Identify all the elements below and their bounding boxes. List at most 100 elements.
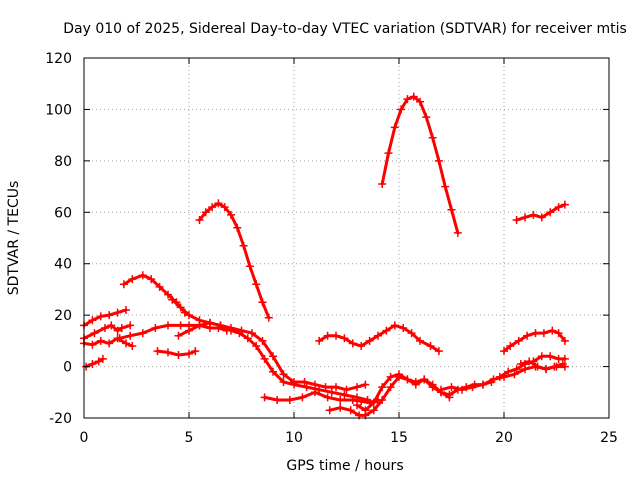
- series-trace-i: [174, 318, 370, 394]
- grid-lines: [84, 58, 609, 418]
- data-point: [279, 370, 288, 379]
- data-point: [348, 396, 357, 404]
- data-point: [550, 362, 559, 371]
- data-point: [138, 329, 147, 338]
- data-point: [479, 380, 487, 389]
- data-point: [411, 380, 420, 389]
- data-point: [374, 331, 382, 340]
- data-point: [101, 324, 109, 332]
- data-point: [386, 372, 395, 381]
- data-point: [447, 205, 456, 214]
- y-axis-label: SDTVAR / TECUs: [6, 181, 22, 296]
- data-point: [510, 370, 519, 379]
- data-point: [407, 329, 416, 338]
- data-point: [214, 199, 223, 208]
- series-trace-l: [315, 321, 443, 356]
- data-point: [426, 342, 435, 350]
- data-point: [348, 339, 357, 348]
- data-point: [321, 383, 330, 392]
- data-point: [220, 203, 229, 212]
- data-point: [537, 213, 546, 222]
- data-point: [185, 311, 193, 320]
- data-point: [428, 383, 437, 392]
- plot-frame: [83, 57, 610, 419]
- data-point: [516, 360, 525, 368]
- data-point: [323, 331, 332, 340]
- data-point: [495, 372, 504, 381]
- data-point: [441, 182, 450, 191]
- data-point: [176, 321, 185, 330]
- series-trace-a: [119, 271, 189, 317]
- series-trace-r: [500, 326, 569, 356]
- series-trace-b: [80, 306, 130, 330]
- series-trace-o: [378, 92, 462, 237]
- data-point: [233, 223, 242, 232]
- data-point: [554, 203, 563, 212]
- data-point: [90, 329, 99, 338]
- data-point: [340, 390, 349, 399]
- data-point: [269, 352, 277, 361]
- data-point: [285, 396, 294, 404]
- data-point: [98, 354, 107, 363]
- data-point: [201, 208, 210, 217]
- data-point: [560, 200, 569, 209]
- data-point: [245, 262, 254, 271]
- data-point: [539, 329, 548, 338]
- data-point: [434, 347, 443, 356]
- data-point: [168, 295, 177, 304]
- y-tick-label: 120: [45, 51, 72, 67]
- data-point: [512, 365, 521, 374]
- data-point: [428, 133, 437, 142]
- y-tick-label: 60: [54, 205, 72, 221]
- data-point: [453, 228, 462, 237]
- data-point: [208, 203, 217, 212]
- data-point: [445, 390, 454, 399]
- series-trace-s: [512, 200, 569, 224]
- data-point: [185, 349, 193, 358]
- data-point: [336, 403, 345, 412]
- data-point: [88, 340, 97, 349]
- data-point: [382, 326, 391, 335]
- data-point: [378, 383, 387, 392]
- data-point: [155, 282, 164, 291]
- series-line: [198, 201, 271, 320]
- series-line: [317, 323, 441, 353]
- data-point: [128, 342, 137, 350]
- data-point: [298, 393, 307, 402]
- data-point: [537, 352, 546, 361]
- data-point: [269, 367, 277, 376]
- data-point: [174, 331, 183, 340]
- data-point: [195, 216, 204, 224]
- data-point: [384, 149, 393, 158]
- data-point: [353, 383, 361, 392]
- data-point: [378, 180, 387, 188]
- data-point: [512, 216, 521, 224]
- data-point: [248, 329, 256, 338]
- data-point: [361, 380, 370, 389]
- series-trace-q: [495, 352, 569, 381]
- data-point: [332, 331, 340, 340]
- data-point: [416, 97, 424, 106]
- series-layer: [80, 92, 569, 420]
- data-point: [468, 383, 477, 392]
- data-point: [273, 396, 282, 404]
- y-tick-label: 80: [54, 154, 72, 170]
- data-point: [397, 105, 406, 114]
- data-point: [422, 113, 431, 122]
- data-point: [258, 336, 267, 345]
- data-point: [122, 339, 130, 348]
- data-point: [94, 357, 103, 366]
- data-point: [560, 354, 569, 363]
- data-point: [113, 326, 122, 335]
- data-point: [546, 352, 555, 361]
- data-point: [403, 95, 412, 104]
- data-point: [447, 383, 456, 392]
- data-point: [323, 393, 332, 402]
- data-point: [548, 326, 557, 335]
- y-tick-label: 40: [54, 257, 72, 273]
- data-point: [403, 375, 412, 384]
- data-point: [325, 406, 334, 415]
- data-point: [176, 303, 185, 312]
- data-point: [311, 388, 319, 397]
- data-point: [434, 156, 443, 165]
